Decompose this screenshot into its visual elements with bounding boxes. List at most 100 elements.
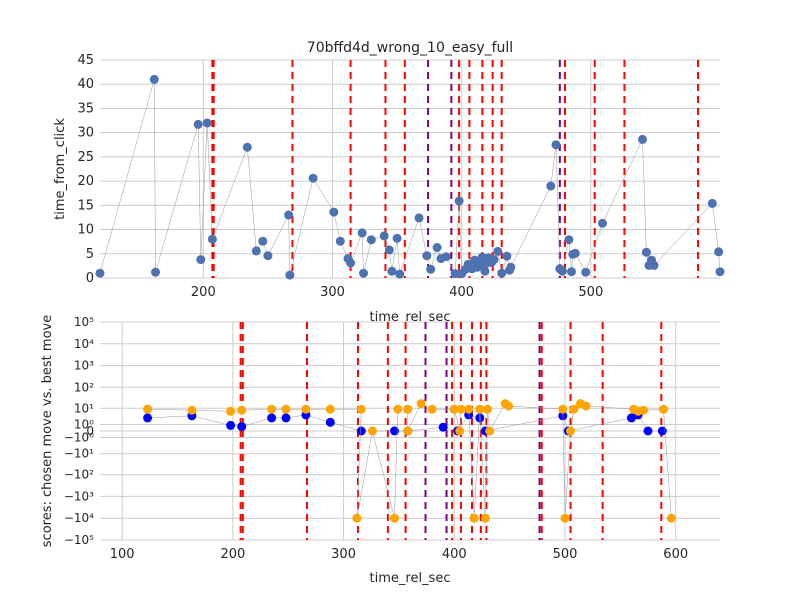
data-point <box>657 426 667 436</box>
data-point <box>352 513 362 523</box>
data-point <box>392 233 402 243</box>
data-point <box>497 268 507 278</box>
data-point <box>95 268 105 278</box>
data-point <box>566 426 575 436</box>
data-point <box>546 181 556 191</box>
y-tick-label: 25 <box>77 150 94 165</box>
data-point <box>464 404 474 414</box>
y-tick-label: 30 <box>77 126 94 141</box>
data-point <box>432 243 442 252</box>
data-point <box>196 255 206 265</box>
data-point <box>560 513 570 523</box>
data-point <box>715 267 725 277</box>
data-point <box>258 236 268 246</box>
data-point <box>475 413 485 423</box>
y-tick-label: 15 <box>77 198 94 213</box>
data-point <box>226 406 236 416</box>
data-point <box>504 401 513 411</box>
y-tick-label: 10⁵ <box>74 315 94 329</box>
data-point <box>237 422 247 432</box>
data-point <box>581 267 591 277</box>
top-plot-area <box>100 60 720 278</box>
data-point <box>387 266 397 276</box>
data-point <box>659 404 668 414</box>
x-tick-label: 600 <box>663 547 688 562</box>
y-tick-label: −10² <box>64 468 94 482</box>
data-point <box>485 426 495 436</box>
data-point <box>427 404 437 414</box>
data-point <box>483 404 492 414</box>
y-tick-label: 20 <box>77 174 94 189</box>
data-point <box>151 267 160 277</box>
y-tick-label: −10¹ <box>64 447 94 461</box>
data-point <box>226 420 236 430</box>
top-grid <box>100 59 720 279</box>
data-point <box>649 260 659 270</box>
x-tick-label: 300 <box>331 547 356 562</box>
data-point <box>438 422 448 432</box>
data-point <box>639 405 649 415</box>
data-point <box>456 404 466 414</box>
bottom-series <box>143 399 676 523</box>
data-point <box>379 231 389 241</box>
data-point <box>251 246 261 256</box>
data-point <box>267 413 277 423</box>
x-tick-label: 400 <box>442 547 467 562</box>
data-point <box>422 251 432 261</box>
data-point <box>638 134 647 144</box>
data-point <box>403 404 413 414</box>
data-point <box>493 246 503 256</box>
data-point <box>325 417 335 427</box>
y-tick-label: 35 <box>77 101 94 116</box>
y-tick-label: 40 <box>77 77 94 92</box>
data-point <box>356 426 366 436</box>
data-point <box>626 413 636 423</box>
data-point <box>641 247 651 257</box>
data-point <box>598 218 607 228</box>
y-tick-label: 0 <box>86 271 94 286</box>
y-tick-label: 10³ <box>74 359 94 373</box>
x-tick-label: 500 <box>553 547 578 562</box>
data-point <box>395 269 405 279</box>
data-point <box>581 401 591 411</box>
y-tick-label: 10⁴ <box>74 337 94 351</box>
data-point <box>414 213 424 223</box>
data-point <box>187 405 197 415</box>
y-tick-label: 0 <box>86 424 94 438</box>
data-point <box>346 258 356 268</box>
data-point <box>143 413 153 423</box>
x-tick-label: 300 <box>320 285 345 300</box>
bottom-tick-labels: 100 200 300 400 500 600 −10⁵ −10⁴ −10³ −10² −10¹ −1… <box>64 315 688 562</box>
data-point <box>707 198 717 208</box>
data-point <box>454 196 464 206</box>
y-tick-label: 10² <box>74 380 94 394</box>
bottom-y-axis-label: scores: chosen move vs. best move <box>40 315 55 547</box>
bottom-chart: 100 200 300 400 500 600 −10⁵ −10⁴ −10³ −10² −10¹ −1… <box>40 315 720 586</box>
data-point <box>449 404 459 414</box>
data-point <box>301 404 311 414</box>
data-point <box>403 426 413 436</box>
data-point <box>558 404 568 414</box>
data-point <box>480 266 490 276</box>
top-series <box>95 74 725 280</box>
series-line <box>147 414 663 432</box>
data-point <box>284 210 294 220</box>
data-point <box>455 426 465 436</box>
data-point <box>450 269 460 279</box>
x-tick-label: 400 <box>449 285 474 300</box>
data-point <box>325 404 335 414</box>
x-tick-label: 200 <box>191 285 216 300</box>
data-point <box>551 140 561 150</box>
top-chart-title: 70bffd4d_wrong_10_easy_full <box>307 40 513 56</box>
top-x-axis-label: time_rel_sec <box>370 310 451 325</box>
data-point <box>390 513 399 523</box>
y-tick-label: 10⁰ <box>74 417 94 431</box>
data-point <box>643 426 653 436</box>
bottom-x-axis-label: time_rel_sec <box>370 571 451 586</box>
data-point <box>366 235 376 245</box>
data-point <box>359 268 368 278</box>
y-tick-label: −10⁵ <box>64 533 94 547</box>
data-point <box>564 235 574 245</box>
top-tick-labels: 200 300 400 500 0 5 10 15 20 25 30 35 40 45 <box>77 53 603 300</box>
y-tick-label: 10¹ <box>74 401 94 415</box>
